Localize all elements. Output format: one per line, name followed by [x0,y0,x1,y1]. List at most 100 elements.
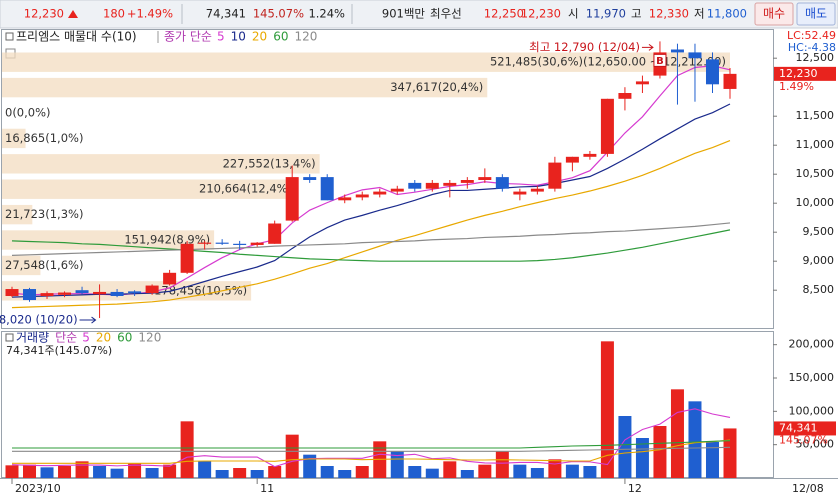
candle-body [40,293,54,296]
candle-body [320,177,334,201]
legend-title: 프리엠스 매물대 수(10) [16,30,137,44]
low: 11,800 [707,7,747,21]
volume-bar [460,470,474,478]
buy-button[interactable] [754,2,794,26]
legend-entry: 120 [138,331,161,345]
current-price-box [774,66,836,81]
volume-bar [653,426,667,478]
high-annotation: 최고 12,790 (12/04) [529,40,640,54]
sell-button[interactable] [796,2,836,26]
x-tick-label: 2023/10 [15,482,61,495]
candle-body [23,289,37,301]
volume-bar [478,464,492,478]
volume-bar [23,464,37,478]
y-tick-label: 8,500 [803,283,835,296]
volume-bar [58,466,72,478]
profile-label: 347,617(20,4%) [390,80,483,94]
price: 12,230 [24,7,64,21]
change-rate: +1.49% [127,7,173,21]
candle-body [215,242,229,244]
candle-body [583,153,597,157]
candle-body [530,188,544,192]
legend-entry: 10 [231,30,246,44]
toolbar-fields: 12,230 180 +1.49% 74,341 145.07% 1.24% 9… [24,4,747,24]
candle-body [233,243,247,245]
profile-bar [2,77,488,98]
candle-body [75,290,89,294]
legend-entry: 5 [217,30,225,44]
profile-label: 151,942(8,9%) [124,233,210,247]
bid: 12,230 [521,7,561,21]
candle-body [390,188,404,192]
profile-bar [2,52,730,72]
volume-bar [670,389,684,478]
profile-bar [2,154,320,174]
y-tick-label: 12,500 [796,51,835,64]
legend-entry: 60 [273,30,288,44]
y-tick-label: 150,000 [789,371,835,384]
candle-body [198,242,212,244]
volume-bar [688,401,702,478]
turnover: 1.24% [308,7,345,21]
amount: 901백만 [382,7,426,21]
profile-bar [2,179,297,199]
volume-bar [338,470,352,478]
candle-body [5,289,19,296]
volume-bar [180,421,194,478]
buy-label[interactable]: 매수 [763,7,785,21]
y-tick-label: 10,500 [796,167,835,180]
y-tick-label: 11,000 [796,138,835,151]
candle-body [600,98,614,154]
volume-bar [215,470,229,478]
profile-bar [2,230,215,250]
candle-body [478,177,492,180]
profile-bar [2,128,26,149]
open-label: 시 [568,7,579,21]
volume-bar [110,468,124,478]
profile-bar [2,204,33,225]
volume-ma-line [12,446,731,452]
volume-bar [40,467,54,478]
volume-ma-line [11,408,731,468]
y-tick-label: 200,000 [789,338,835,351]
candle-body [513,191,527,195]
candle-body [110,291,124,296]
candle-body [268,223,282,244]
profile-label: 0(0,0%) [5,106,51,120]
candle-body [145,285,159,294]
candle-body [705,59,719,85]
best-label: 최우선 [430,7,462,21]
sell-label[interactable]: 매도 [805,7,827,21]
volume-panel [1,331,774,478]
volume-bar [495,451,509,478]
legend-entry: 20 [96,331,111,345]
high: 12,330 [649,7,689,21]
volume-bar [443,461,457,478]
candle-body [250,242,264,245]
volume-bar [320,466,334,478]
profile-label: 227,552(13,4%) [223,156,316,170]
volume-bar [723,428,737,478]
candle-body [303,177,317,180]
current-volume: 74,341 [779,421,818,434]
signal-label: B [656,56,664,67]
legend-entry: 120 [294,30,317,44]
ma-line [11,103,731,298]
legend-icon [5,32,14,41]
volume-bar [268,466,282,478]
legend-entry: 60 [117,331,132,345]
volume-bar [163,464,177,478]
profile-label: 210,664(12,4%) [199,182,292,196]
candle-body [58,292,72,295]
volume-bar [548,459,562,478]
profile-label: 16,865(1,0%) [5,131,83,145]
low-label: 저 [694,7,705,21]
volume-bar [285,434,299,478]
y-tick-label: 9,500 [803,225,835,238]
high-label: 고 [631,7,642,21]
candle-body [688,52,702,59]
volume-profile: 521,485(30,6%)(12,650.00 ~ 12,212.00) 347… [2,52,730,301]
volume-bar [408,466,422,478]
y-tick-label: 100,000 [789,404,835,417]
